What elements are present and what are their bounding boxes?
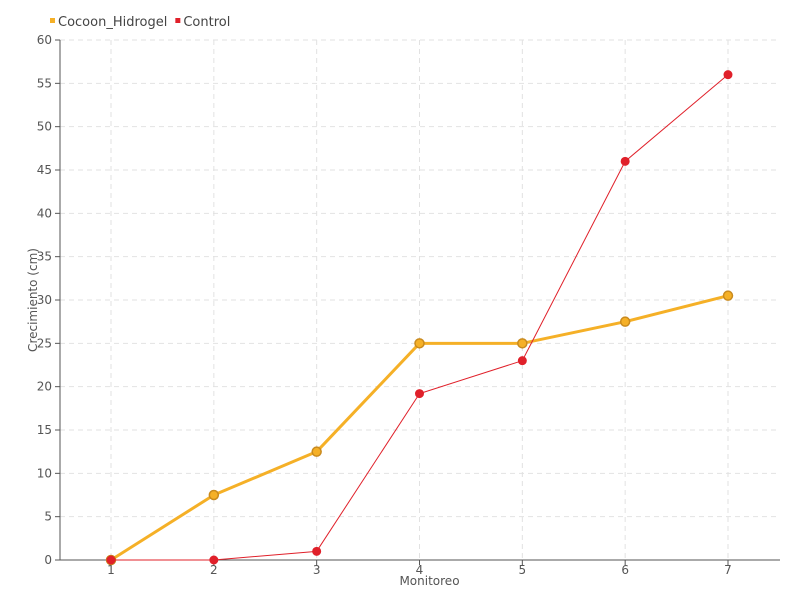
x-tick-label: 3	[313, 563, 321, 577]
data-point[interactable]	[722, 290, 734, 301]
data-point[interactable]	[415, 389, 424, 399]
x-tick-label: 4	[416, 563, 424, 577]
y-tick-label: 25	[37, 336, 52, 350]
data-point[interactable]	[106, 555, 116, 565]
data-point[interactable]	[723, 70, 733, 80]
data-point[interactable]	[311, 446, 322, 457]
y-tick-label: 40	[37, 206, 52, 220]
y-tick-label: 15	[37, 423, 52, 437]
series-area	[105, 70, 734, 566]
series-line-control	[111, 74, 729, 561]
y-tick-label: 5	[44, 510, 52, 524]
x-tick-label: 7	[724, 563, 732, 577]
legend-swatch	[175, 18, 181, 23]
data-point[interactable]	[620, 156, 630, 166]
data-point[interactable]	[619, 316, 631, 327]
data-point[interactable]	[209, 555, 219, 565]
data-point[interactable]	[517, 356, 527, 366]
y-tick-label: 50	[37, 120, 52, 134]
x-tick-label: 1	[107, 563, 115, 577]
x-tick-label: 5	[519, 563, 527, 577]
data-point[interactable]	[517, 338, 528, 349]
y-tick-label: 10	[37, 466, 52, 480]
data-point[interactable]	[414, 338, 425, 349]
legend: Cocoon_Hidrogel Control	[50, 15, 230, 30]
y-tick-label: 0	[44, 553, 52, 567]
legend-label[interactable]: Control	[183, 15, 230, 30]
y-tick-label: 55	[37, 76, 52, 90]
x-tick-label: 2	[210, 563, 218, 577]
grid	[60, 39, 780, 560]
y-tick-label: 60	[37, 33, 52, 47]
y-axis-title: Crecimiento (cm)	[26, 248, 40, 352]
data-point[interactable]	[208, 489, 220, 501]
y-tick-label: 30	[37, 293, 52, 307]
legend-label[interactable]: Cocoon_Hidrogel	[58, 15, 167, 30]
legend-swatch	[50, 18, 55, 23]
y-tick-label: 20	[37, 380, 52, 394]
x-axis-title: Monitoreo	[399, 574, 459, 588]
data-point[interactable]	[312, 546, 322, 556]
y-tick-label: 35	[37, 250, 52, 264]
y-tick-label: 45	[37, 163, 52, 177]
x-tick-label: 6	[621, 563, 629, 577]
